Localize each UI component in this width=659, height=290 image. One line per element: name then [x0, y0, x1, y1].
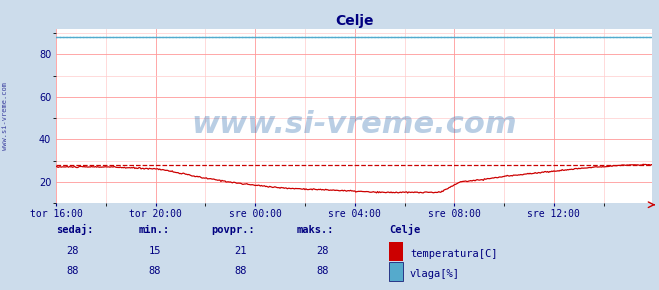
Title: Celje: Celje	[335, 14, 374, 28]
Text: 28: 28	[67, 246, 78, 256]
Text: www.si-vreme.com: www.si-vreme.com	[191, 110, 517, 139]
Text: 88: 88	[317, 266, 329, 276]
Text: sedaj:: sedaj:	[56, 224, 94, 235]
Text: maks.:: maks.:	[297, 225, 334, 235]
Text: 88: 88	[235, 266, 246, 276]
Text: 28: 28	[317, 246, 329, 256]
Text: temperatura[C]: temperatura[C]	[410, 249, 498, 259]
Text: povpr.:: povpr.:	[211, 225, 254, 235]
Text: 21: 21	[235, 246, 246, 256]
Text: 15: 15	[149, 246, 161, 256]
Text: www.si-vreme.com: www.si-vreme.com	[2, 82, 9, 150]
Text: Celje: Celje	[389, 224, 420, 235]
Text: vlaga[%]: vlaga[%]	[410, 269, 460, 279]
Text: min.:: min.:	[138, 225, 169, 235]
Text: 88: 88	[67, 266, 78, 276]
Text: 88: 88	[149, 266, 161, 276]
